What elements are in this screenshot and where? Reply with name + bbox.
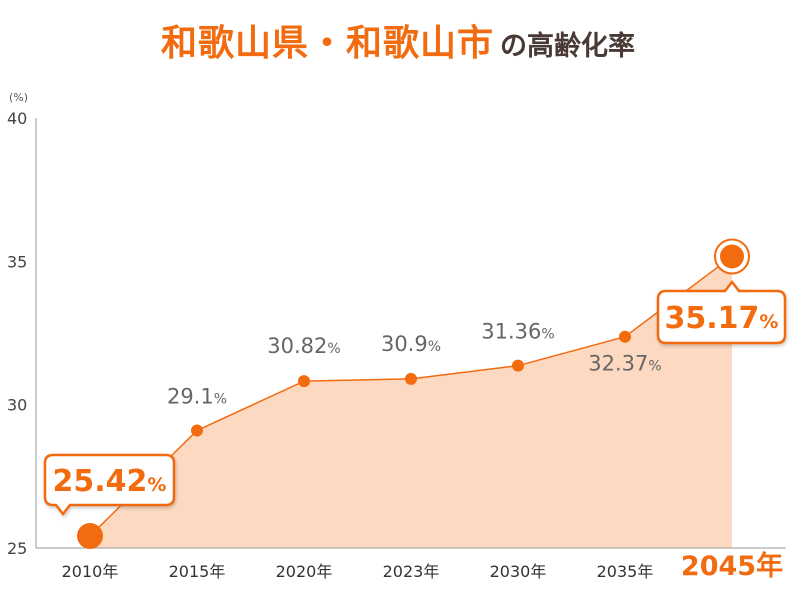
x-tick-label: 2035年 (597, 562, 654, 581)
data-point-highlight (77, 522, 103, 549)
data-point (512, 359, 524, 372)
y-tick-label: 25 (7, 539, 27, 558)
y-tick-label: 40 (7, 109, 27, 128)
data-point (619, 330, 631, 343)
x-tick-label: 2010年 (62, 562, 119, 581)
x-tick-label: 2020年 (276, 562, 333, 581)
data-label: 29.1% (167, 384, 227, 408)
chart-title-main: 和歌山県・和歌山市 (160, 23, 494, 64)
data-label-callout: 35.17% (656, 279, 787, 345)
chart-title: 和歌山県・和歌山市 の高齢化率 (0, 14, 796, 66)
data-label: 31.36% (481, 320, 554, 344)
data-point (298, 375, 310, 388)
callout-value: 25.42% (53, 464, 167, 499)
data-label: 30.82% (267, 334, 340, 358)
callout-box (656, 279, 787, 345)
series-area (90, 256, 732, 548)
chart-title-sub: の高齢化率 (500, 31, 635, 62)
data-point (405, 372, 417, 385)
callout-value: 35.17% (665, 301, 779, 336)
x-tick-label: 2015年 (169, 562, 226, 581)
data-label-callout: 25.42% (43, 453, 176, 517)
x-tick-label: 2023年 (383, 562, 440, 581)
data-point-highlight (720, 244, 744, 269)
data-label: 30.9% (381, 332, 441, 356)
y-tick-label: 35 (7, 252, 27, 271)
data-point (191, 424, 203, 437)
x-tick-label: 2030年 (490, 562, 547, 581)
x-tick-label: 2045年 (681, 550, 783, 582)
data-label: 32.37% (588, 352, 661, 376)
y-axis-unit-label: (%) (9, 91, 28, 104)
callout-box (43, 453, 176, 517)
y-tick-label: 30 (7, 396, 27, 415)
